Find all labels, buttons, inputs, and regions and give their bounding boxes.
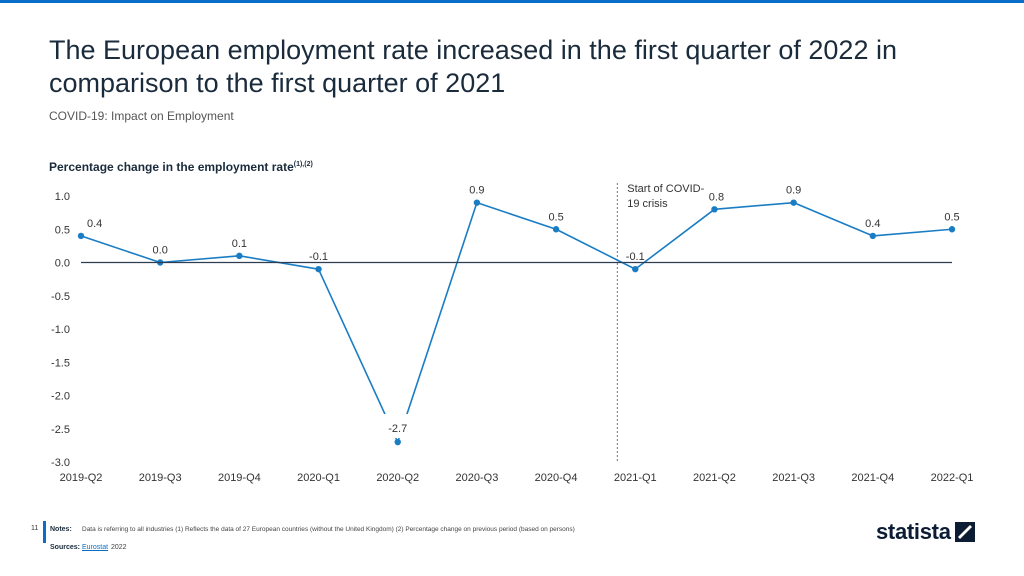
footer-accent-bar: [43, 521, 46, 543]
chart-title-superscript: (1),(2): [294, 161, 313, 168]
data-label: 0.4: [87, 218, 102, 230]
data-point: [77, 232, 85, 240]
notes-text: Data is referring to all industries (1) …: [82, 526, 575, 533]
notes-label: Notes:: [50, 526, 72, 533]
data-label: 0.9: [786, 185, 801, 197]
data-label: -0.1: [626, 251, 645, 263]
data-label: 0.9: [469, 185, 484, 197]
y-tick-label: 1.0: [55, 191, 70, 203]
data-point: [948, 226, 956, 233]
top-accent-bar: [0, 0, 1024, 3]
data-point: [869, 232, 877, 240]
data-point: [315, 265, 322, 273]
y-tick-label: 0.5: [55, 224, 70, 236]
data-label: -2.7: [388, 423, 407, 435]
data-label: 0.0: [153, 245, 168, 257]
page-subtitle: COVID-19: Impact on Employment: [49, 109, 234, 123]
x-tick-label: 2019-Q2: [60, 472, 103, 484]
data-point: [394, 438, 401, 446]
x-tick-label: 2019-Q3: [139, 472, 182, 484]
page-title: The European employment rate increased i…: [49, 35, 897, 98]
x-tick-label: 2020-Q3: [456, 472, 499, 484]
covid-annotation-line2: 19 crisis: [627, 198, 668, 210]
data-label-background: [383, 414, 412, 439]
data-label: -0.1: [309, 251, 328, 263]
x-tick-label: 2021-Q2: [693, 472, 736, 484]
data-point: [473, 199, 481, 206]
sources-link-eurostat[interactable]: Eurostat: [82, 544, 109, 551]
statista-logo-icon: [954, 522, 975, 542]
data-label: 0.1: [232, 238, 247, 250]
data-label: 0.8: [709, 191, 724, 203]
y-tick-label: -2.5: [51, 424, 70, 436]
data-point: [552, 226, 560, 233]
x-tick-label: 2021-Q3: [772, 472, 815, 484]
x-tick-label: 2020-Q1: [297, 472, 340, 484]
series-line: [80, 201, 953, 443]
data-label: 0.4: [865, 218, 880, 230]
statista-logo[interactable]: statista: [876, 519, 975, 545]
y-tick-label: 0.0: [55, 258, 70, 270]
y-tick-label: -2.0: [51, 391, 70, 403]
x-tick-label: 2019-Q4: [218, 472, 261, 484]
page-number: 11: [31, 525, 39, 532]
sources-year: 2022: [111, 544, 127, 551]
x-tick-label: 2021-Q4: [851, 472, 894, 484]
line-chart: Percentage change in the employment rate…: [49, 160, 974, 484]
data-point: [790, 199, 797, 206]
y-tick-label: -1.5: [51, 357, 70, 369]
data-point: [632, 265, 639, 273]
data-point: [711, 206, 718, 213]
data-point: [236, 252, 243, 260]
sources-label: Sources:: [50, 544, 80, 551]
data-label: 0.5: [944, 211, 959, 223]
y-tick-label: -1.0: [51, 324, 70, 336]
chart-title: Percentage change in the employment rate…: [49, 160, 313, 174]
covid-annotation-line1: Start of COVID-: [627, 183, 704, 195]
logo-wordmark: statista: [876, 519, 951, 544]
x-tick-label: 2020-Q2: [376, 472, 419, 484]
y-tick-label: -0.5: [51, 291, 70, 303]
chart-title-text: Percentage change in the employment rate: [49, 160, 294, 174]
x-tick-label: 2021-Q1: [614, 472, 657, 484]
y-tick-label: -3.0: [51, 457, 70, 469]
data-label: 0.5: [548, 211, 563, 223]
x-tick-label: 2022-Q1: [931, 472, 974, 484]
x-tick-label: 2020-Q4: [535, 472, 578, 484]
